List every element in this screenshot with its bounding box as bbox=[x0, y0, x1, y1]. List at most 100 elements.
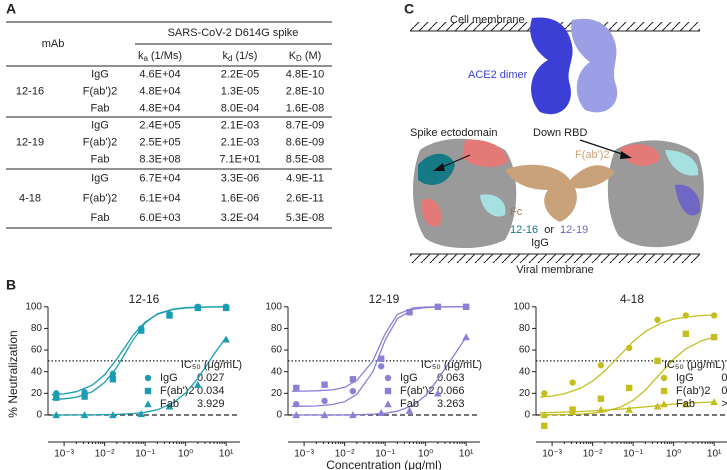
data-point bbox=[710, 398, 718, 406]
data-point bbox=[321, 397, 328, 405]
table-cell: 3.3E-06 bbox=[221, 173, 260, 185]
data-point bbox=[349, 411, 357, 419]
table-cell: 2.8E-10 bbox=[286, 85, 325, 97]
table-cell: 4.8E+04 bbox=[139, 85, 180, 97]
data-point bbox=[137, 410, 145, 418]
spike-domain bbox=[665, 150, 699, 176]
row-label: IgG bbox=[91, 173, 109, 185]
column-subscript: d bbox=[228, 54, 232, 63]
y-tick-label: 80 bbox=[519, 323, 531, 334]
data-point bbox=[540, 411, 549, 419]
data-point bbox=[405, 406, 414, 414]
row-label: Fab bbox=[91, 102, 110, 114]
x-tick-label: 10⁰ bbox=[178, 449, 193, 460]
legend-label: Fab bbox=[160, 398, 179, 410]
x-tick-label: 10⁻³ bbox=[54, 449, 74, 460]
y-tick-label: 40 bbox=[31, 366, 43, 377]
column-symbol: k bbox=[138, 50, 144, 62]
y-tick-label: 100 bbox=[513, 301, 530, 312]
arrowhead bbox=[620, 151, 632, 159]
data-point bbox=[81, 393, 88, 400]
legend-marker bbox=[144, 374, 152, 382]
arrow bbox=[439, 154, 471, 169]
chart-title: 12-16 bbox=[129, 292, 160, 306]
table-cell: 8.0E-04 bbox=[221, 102, 260, 114]
legend-label: IgG bbox=[400, 372, 418, 384]
row-label: Fab bbox=[91, 153, 110, 165]
legend-marker bbox=[384, 387, 392, 395]
table-cell: 8.5E-08 bbox=[286, 153, 325, 165]
table-cell: 4.8E-10 bbox=[286, 68, 325, 80]
table-rules bbox=[6, 21, 332, 229]
table-cell: 8.7E-09 bbox=[286, 119, 325, 131]
column-unit: (M) bbox=[305, 50, 322, 62]
y-tick-label: 60 bbox=[31, 345, 43, 356]
data-point bbox=[682, 400, 690, 408]
legend-label: Fab bbox=[400, 398, 419, 410]
data-point bbox=[597, 405, 605, 413]
y-tick-label: 80 bbox=[31, 323, 43, 334]
x-tick-label: 10¹ bbox=[219, 449, 234, 460]
legend-marker bbox=[660, 387, 668, 395]
x-tick-label: 10⁰ bbox=[666, 449, 681, 460]
data-point bbox=[166, 312, 173, 319]
table-cell: 2.1E-03 bbox=[221, 119, 260, 131]
data-point bbox=[597, 362, 605, 369]
data-point bbox=[682, 312, 690, 319]
table-cell: 4.9E-11 bbox=[286, 173, 324, 185]
table-cell: 2.2E-05 bbox=[221, 68, 260, 80]
x-tick-label: 10⁻² bbox=[583, 449, 603, 460]
column-unit: (1/Ms) bbox=[151, 50, 182, 62]
data-point bbox=[53, 394, 60, 401]
data-point bbox=[377, 355, 385, 362]
diagram-label: IgG bbox=[531, 237, 549, 249]
column-subscript: a bbox=[143, 54, 148, 63]
data-point bbox=[137, 327, 145, 334]
ace2-protomer bbox=[571, 18, 618, 113]
panel-label: A bbox=[6, 1, 16, 17]
column-header: KD (M) bbox=[289, 50, 322, 63]
chart: 12-19 0 20 40 60 80 100 10⁻³ 10⁻² 10⁻¹ 10⁰ 10¹ Conce… bbox=[265, 292, 482, 470]
legend-label: Fab bbox=[676, 398, 695, 410]
antibody-bound bbox=[675, 184, 701, 216]
y-tick-label: 20 bbox=[271, 388, 283, 399]
table-cell: 6.7E+04 bbox=[139, 173, 180, 185]
data-point bbox=[52, 411, 61, 419]
table-cell: 2.1E-03 bbox=[221, 136, 260, 148]
legend-marker bbox=[660, 374, 668, 382]
table-cell: 1.6E-06 bbox=[221, 192, 260, 204]
column-header: ka (1/Ms) bbox=[138, 50, 182, 63]
column-header: kd (1/s) bbox=[223, 50, 258, 63]
diagram-label: Spike ectodomain bbox=[410, 127, 497, 139]
legend-marker bbox=[384, 400, 392, 408]
membrane-hatch bbox=[410, 254, 700, 263]
legend-label: F(ab')2 bbox=[400, 385, 435, 397]
data-point bbox=[625, 384, 633, 392]
row-label: Fab bbox=[91, 212, 110, 224]
data-point bbox=[569, 379, 576, 386]
data-point bbox=[682, 330, 690, 338]
diagram-label: 12-16 or 12-19 bbox=[510, 224, 588, 236]
row-label: F(ab')2 bbox=[83, 192, 118, 204]
column-subscript: D bbox=[296, 54, 302, 63]
rbd bbox=[462, 139, 508, 167]
data-point bbox=[710, 333, 718, 341]
table-cell: 1.6E-08 bbox=[286, 102, 325, 114]
panel-label: C bbox=[404, 1, 414, 17]
group-label: 12-16 bbox=[16, 85, 44, 97]
data-point bbox=[292, 411, 301, 419]
fit-curve bbox=[539, 401, 715, 414]
legend-marker bbox=[660, 400, 668, 408]
column-symbol: k bbox=[223, 50, 229, 62]
legend-value: 0.063 bbox=[437, 372, 465, 384]
spike-domain bbox=[480, 194, 506, 217]
data-point bbox=[541, 390, 548, 397]
data-point bbox=[293, 384, 300, 392]
data-point bbox=[625, 344, 633, 352]
y-tick-label: 0 bbox=[524, 410, 530, 421]
row-label: IgG bbox=[91, 119, 109, 131]
legend-marker bbox=[144, 387, 152, 395]
y-tick-label: 100 bbox=[25, 301, 42, 312]
